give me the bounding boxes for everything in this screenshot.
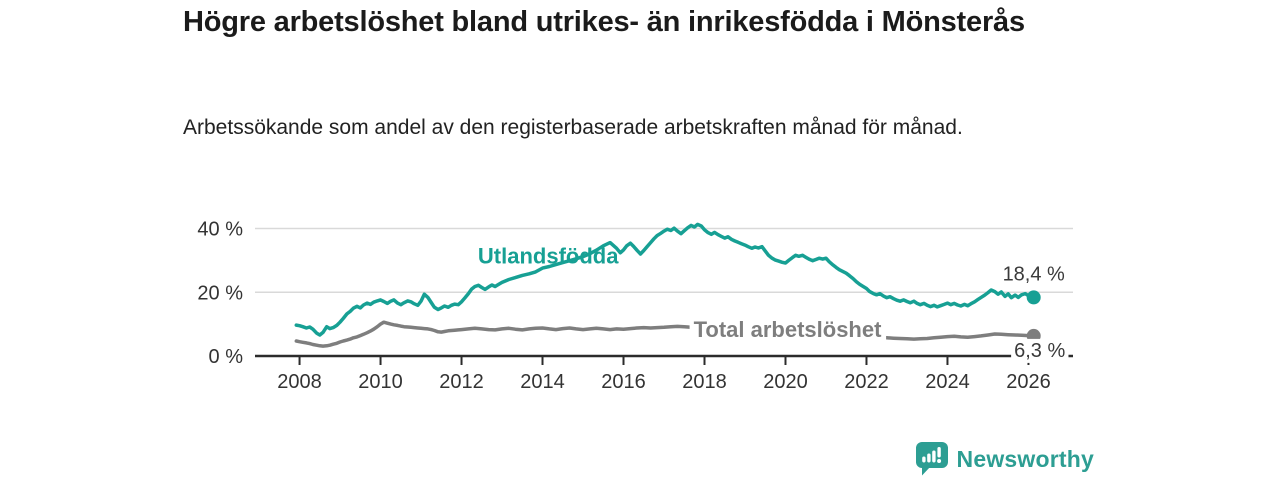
x-tick-label: 2020 bbox=[763, 371, 808, 393]
x-tick-label: 2010 bbox=[358, 371, 403, 393]
newsworthy-logo-text: Newsworthy bbox=[956, 445, 1094, 472]
y-tick-label: 20 % bbox=[197, 282, 243, 304]
chart-title: Högre arbetslöshet bland utrikes- än inr… bbox=[183, 6, 1025, 38]
newsworthy-logo: Newsworthy bbox=[915, 442, 1094, 476]
x-tick-label: 2014 bbox=[520, 371, 565, 393]
x-tick-label: 2008 bbox=[277, 371, 322, 393]
series-line-0 bbox=[294, 222, 1036, 337]
series-label-0: Utlandsfödda bbox=[478, 244, 619, 269]
y-tick-label: 0 % bbox=[209, 346, 244, 368]
y-tick-label: 40 % bbox=[197, 219, 243, 241]
newsworthy-bar-chart-bubble-icon bbox=[915, 442, 948, 476]
x-tick-label: 2016 bbox=[601, 371, 646, 393]
x-tick-label: 2012 bbox=[439, 371, 484, 393]
series-label-1: Total arbetslöshet bbox=[694, 317, 883, 342]
end-value-label-1: 6,3 % bbox=[1014, 340, 1065, 362]
end-value-label-backing bbox=[1011, 338, 1069, 363]
x-tick-label: 2024 bbox=[925, 371, 970, 393]
series-label-backing bbox=[689, 314, 887, 344]
end-value-label-0: 18,4 % bbox=[1003, 263, 1065, 285]
series-end-dot-0 bbox=[1026, 290, 1041, 305]
x-tick-label: 2026 bbox=[1006, 371, 1051, 393]
chart-subtitle: Arbetssökande som andel av den registerb… bbox=[183, 116, 963, 139]
x-tick-label: 2018 bbox=[682, 371, 727, 393]
x-tick-label: 2022 bbox=[844, 371, 889, 393]
end-value-label-backing bbox=[999, 262, 1069, 287]
series-line-1 bbox=[294, 320, 1036, 348]
